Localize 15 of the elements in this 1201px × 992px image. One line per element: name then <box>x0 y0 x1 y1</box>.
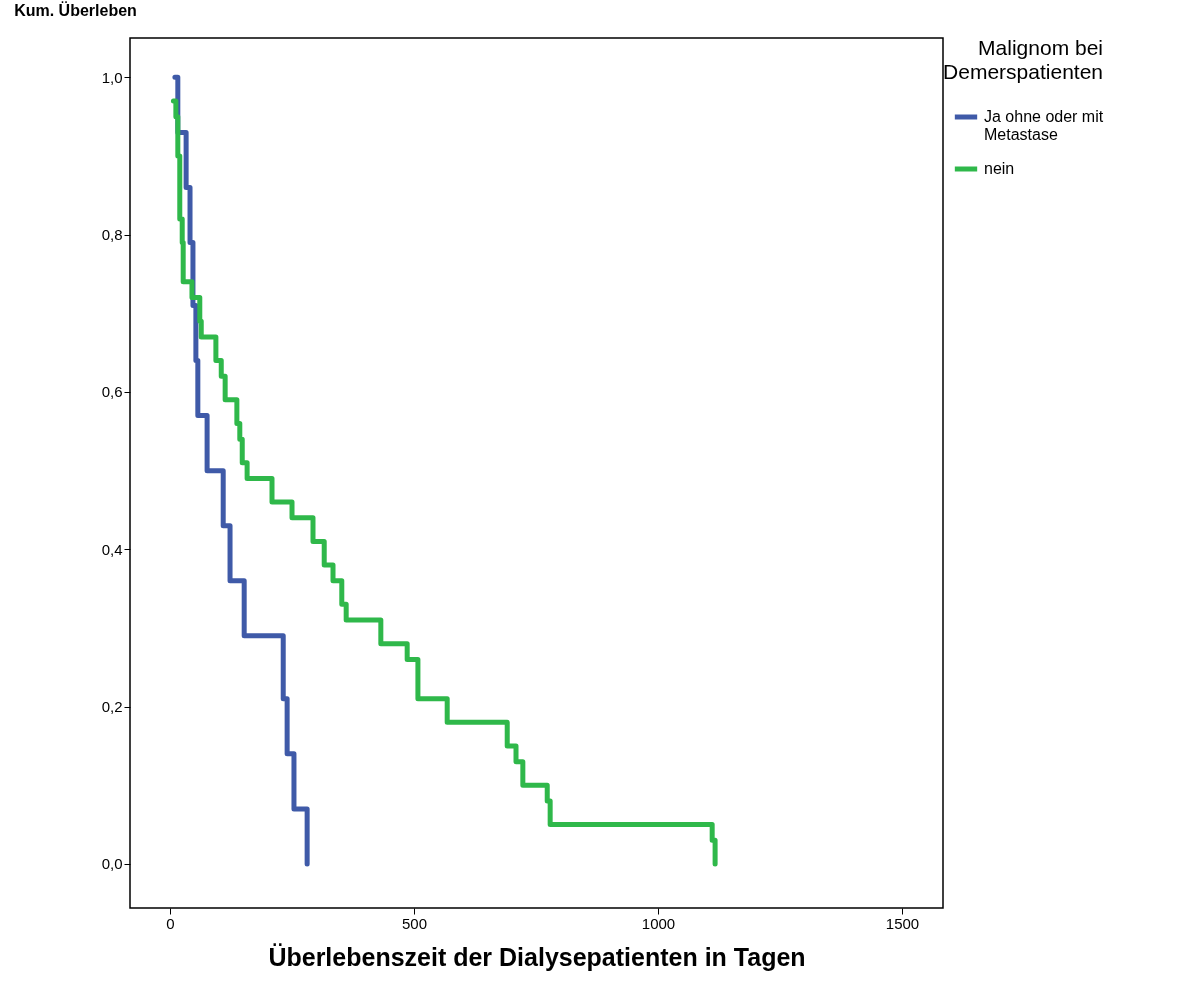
y-tick-label: 0,8 <box>101 226 123 244</box>
x-tick-label: 0 <box>166 914 175 932</box>
y-tick-label: 0,4 <box>101 540 123 558</box>
legend-title: Malignom bei Demerspatienten <box>943 36 1103 83</box>
x-tick-label: 500 <box>402 914 428 932</box>
x-tick-label: 1500 <box>885 914 920 932</box>
y-tick-label: 0,6 <box>101 383 123 401</box>
x-axis-title: Überlebenszeit der Dialysepatienten in Tagen <box>268 942 806 971</box>
x-tick-label: 1000 <box>641 914 676 932</box>
y-tick-label: 1,0 <box>101 68 123 86</box>
y-tick-label: 0,2 <box>101 698 123 716</box>
legend-label: Ja ohne oder mit Metastase <box>984 108 1104 143</box>
legend-label: nein <box>984 160 1015 177</box>
y-axis-title: Kum. Überleben <box>14 0 137 19</box>
y-tick-label: 0,0 <box>101 855 123 873</box>
